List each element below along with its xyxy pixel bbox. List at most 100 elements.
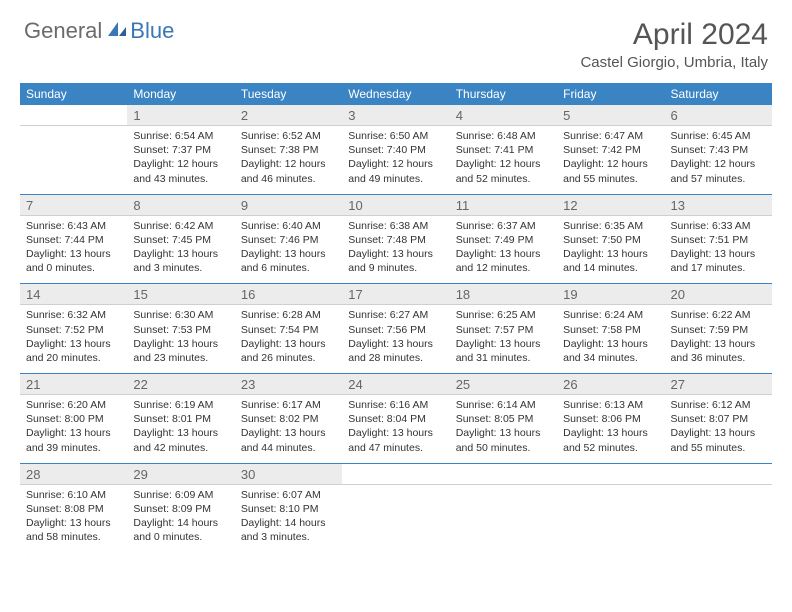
daylight-text: Daylight: 12 hours xyxy=(456,157,551,171)
logo-sail-icon xyxy=(106,20,128,43)
day-cell: Sunrise: 6:47 AMSunset: 7:42 PMDaylight:… xyxy=(557,126,664,195)
sunset-text: Sunset: 7:48 PM xyxy=(348,233,443,247)
daynum-row: 78910111213 xyxy=(20,194,772,215)
dow-friday: Friday xyxy=(557,83,664,105)
daylight-text: and 17 minutes. xyxy=(671,261,766,275)
daylight-text: Daylight: 12 hours xyxy=(348,157,443,171)
day-number: 10 xyxy=(342,194,449,215)
day-cell: Sunrise: 6:52 AMSunset: 7:38 PMDaylight:… xyxy=(235,126,342,195)
day-cell: Sunrise: 6:22 AMSunset: 7:59 PMDaylight:… xyxy=(665,305,772,374)
sunset-text: Sunset: 7:50 PM xyxy=(563,233,658,247)
daylight-text: Daylight: 13 hours xyxy=(133,426,228,440)
daylight-text: Daylight: 13 hours xyxy=(26,337,121,351)
sunrise-text: Sunrise: 6:33 AM xyxy=(671,219,766,233)
daylight-text: and 9 minutes. xyxy=(348,261,443,275)
daynum-row: 123456 xyxy=(20,105,772,126)
day-cell: Sunrise: 6:14 AMSunset: 8:05 PMDaylight:… xyxy=(450,395,557,464)
sunrise-text: Sunrise: 6:30 AM xyxy=(133,308,228,322)
dow-saturday: Saturday xyxy=(665,83,772,105)
daylight-text: and 20 minutes. xyxy=(26,351,121,365)
day-number: 18 xyxy=(450,284,557,305)
day-cell xyxy=(557,484,664,552)
day-number: 15 xyxy=(127,284,234,305)
day-cell: Sunrise: 6:19 AMSunset: 8:01 PMDaylight:… xyxy=(127,395,234,464)
day-cell: Sunrise: 6:33 AMSunset: 7:51 PMDaylight:… xyxy=(665,215,772,284)
day-number xyxy=(20,105,127,126)
day-cell: Sunrise: 6:35 AMSunset: 7:50 PMDaylight:… xyxy=(557,215,664,284)
sunset-text: Sunset: 7:46 PM xyxy=(241,233,336,247)
sunset-text: Sunset: 8:04 PM xyxy=(348,412,443,426)
content-row: Sunrise: 6:32 AMSunset: 7:52 PMDaylight:… xyxy=(20,305,772,374)
sunrise-text: Sunrise: 6:40 AM xyxy=(241,219,336,233)
day-cell: Sunrise: 6:10 AMSunset: 8:08 PMDaylight:… xyxy=(20,484,127,552)
daylight-text: and 12 minutes. xyxy=(456,261,551,275)
sunrise-text: Sunrise: 6:13 AM xyxy=(563,398,658,412)
day-number: 27 xyxy=(665,374,772,395)
day-cell: Sunrise: 6:12 AMSunset: 8:07 PMDaylight:… xyxy=(665,395,772,464)
sunset-text: Sunset: 7:49 PM xyxy=(456,233,551,247)
sunrise-text: Sunrise: 6:12 AM xyxy=(671,398,766,412)
daylight-text: Daylight: 12 hours xyxy=(241,157,336,171)
title-block: April 2024 Castel Giorgio, Umbria, Italy xyxy=(580,18,768,71)
daylight-text: Daylight: 13 hours xyxy=(26,516,121,530)
dow-monday: Monday xyxy=(127,83,234,105)
daylight-text: and 23 minutes. xyxy=(133,351,228,365)
day-cell: Sunrise: 6:48 AMSunset: 7:41 PMDaylight:… xyxy=(450,126,557,195)
logo-text-part1: General xyxy=(24,18,102,44)
calendar-table: Sunday Monday Tuesday Wednesday Thursday… xyxy=(20,83,772,552)
day-cell: Sunrise: 6:25 AMSunset: 7:57 PMDaylight:… xyxy=(450,305,557,374)
day-number: 23 xyxy=(235,374,342,395)
sunset-text: Sunset: 7:58 PM xyxy=(563,323,658,337)
sunrise-text: Sunrise: 6:43 AM xyxy=(26,219,121,233)
sunset-text: Sunset: 8:08 PM xyxy=(26,502,121,516)
sunset-text: Sunset: 7:38 PM xyxy=(241,143,336,157)
daylight-text: and 50 minutes. xyxy=(456,441,551,455)
sunset-text: Sunset: 7:44 PM xyxy=(26,233,121,247)
day-cell: Sunrise: 6:07 AMSunset: 8:10 PMDaylight:… xyxy=(235,484,342,552)
dow-thursday: Thursday xyxy=(450,83,557,105)
sunrise-text: Sunrise: 6:38 AM xyxy=(348,219,443,233)
daylight-text: and 58 minutes. xyxy=(26,530,121,544)
sunset-text: Sunset: 8:10 PM xyxy=(241,502,336,516)
daylight-text: and 31 minutes. xyxy=(456,351,551,365)
sunset-text: Sunset: 7:42 PM xyxy=(563,143,658,157)
daylight-text: Daylight: 12 hours xyxy=(133,157,228,171)
day-number: 7 xyxy=(20,194,127,215)
day-number: 11 xyxy=(450,194,557,215)
sunrise-text: Sunrise: 6:47 AM xyxy=(563,129,658,143)
sunrise-text: Sunrise: 6:45 AM xyxy=(671,129,766,143)
daylight-text: and 57 minutes. xyxy=(671,172,766,186)
day-number: 3 xyxy=(342,105,449,126)
sunrise-text: Sunrise: 6:54 AM xyxy=(133,129,228,143)
sunset-text: Sunset: 8:09 PM xyxy=(133,502,228,516)
day-cell: Sunrise: 6:30 AMSunset: 7:53 PMDaylight:… xyxy=(127,305,234,374)
sunset-text: Sunset: 7:54 PM xyxy=(241,323,336,337)
sunrise-text: Sunrise: 6:09 AM xyxy=(133,488,228,502)
daylight-text: and 42 minutes. xyxy=(133,441,228,455)
day-number: 24 xyxy=(342,374,449,395)
day-cell: Sunrise: 6:38 AMSunset: 7:48 PMDaylight:… xyxy=(342,215,449,284)
day-cell: Sunrise: 6:28 AMSunset: 7:54 PMDaylight:… xyxy=(235,305,342,374)
daylight-text: Daylight: 13 hours xyxy=(26,247,121,261)
day-number xyxy=(557,463,664,484)
day-cell: Sunrise: 6:54 AMSunset: 7:37 PMDaylight:… xyxy=(127,126,234,195)
sunrise-text: Sunrise: 6:07 AM xyxy=(241,488,336,502)
daylight-text: and 3 minutes. xyxy=(241,530,336,544)
sunrise-text: Sunrise: 6:50 AM xyxy=(348,129,443,143)
day-cell: Sunrise: 6:37 AMSunset: 7:49 PMDaylight:… xyxy=(450,215,557,284)
day-cell: Sunrise: 6:27 AMSunset: 7:56 PMDaylight:… xyxy=(342,305,449,374)
day-cell: Sunrise: 6:17 AMSunset: 8:02 PMDaylight:… xyxy=(235,395,342,464)
sunset-text: Sunset: 7:52 PM xyxy=(26,323,121,337)
sunrise-text: Sunrise: 6:24 AM xyxy=(563,308,658,322)
sunset-text: Sunset: 7:51 PM xyxy=(671,233,766,247)
daylight-text: and 36 minutes. xyxy=(671,351,766,365)
sunset-text: Sunset: 7:43 PM xyxy=(671,143,766,157)
daylight-text: Daylight: 14 hours xyxy=(241,516,336,530)
day-number: 20 xyxy=(665,284,772,305)
day-number: 26 xyxy=(557,374,664,395)
sunrise-text: Sunrise: 6:52 AM xyxy=(241,129,336,143)
day-number: 28 xyxy=(20,463,127,484)
day-number: 4 xyxy=(450,105,557,126)
sunrise-text: Sunrise: 6:35 AM xyxy=(563,219,658,233)
sunset-text: Sunset: 7:57 PM xyxy=(456,323,551,337)
